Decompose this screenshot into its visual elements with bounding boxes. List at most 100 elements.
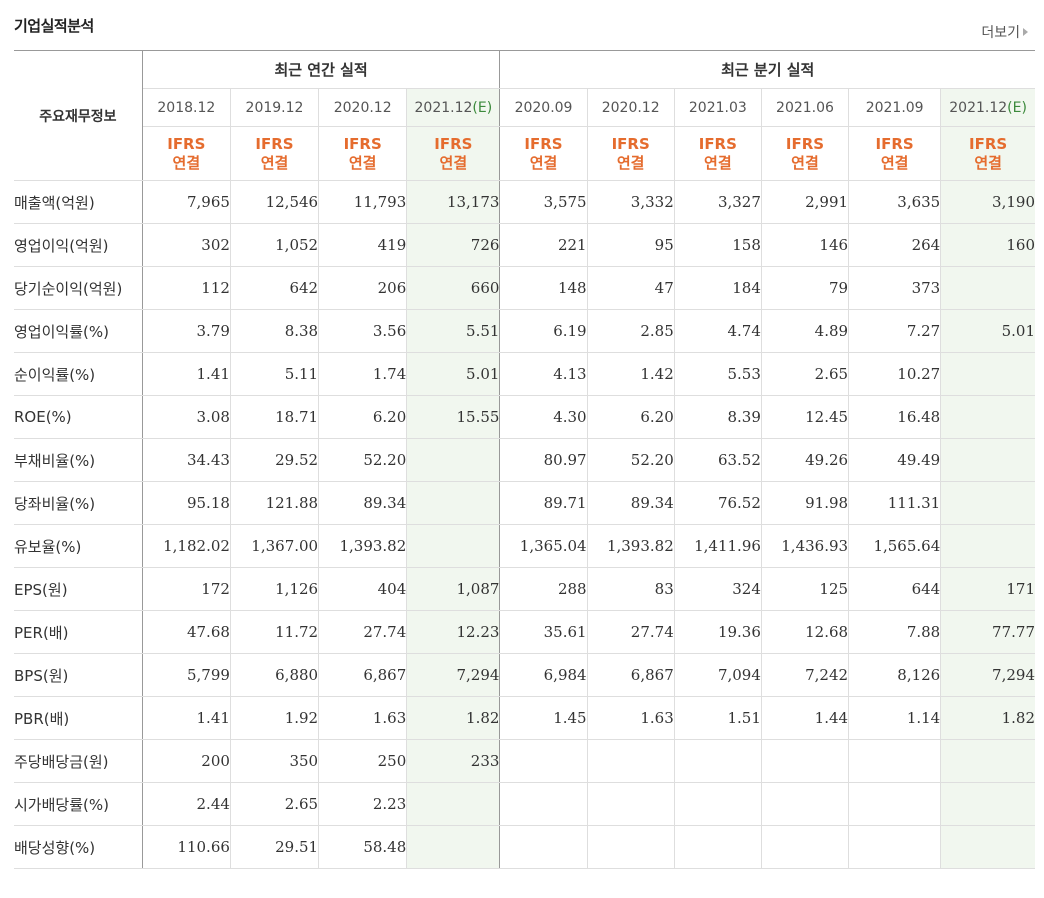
table-cell [586, 825, 675, 869]
table-cell: 1,411.96 [673, 524, 762, 568]
table-cell: 6,880 [229, 653, 319, 697]
table-cell [848, 739, 941, 783]
table-cell: 49.26 [760, 438, 849, 482]
table-row: EPS(원) 172 1,126 404 1,087 288 83 324 125 644 171 [14, 567, 1035, 611]
row-label: 부채비율(%) [14, 438, 143, 482]
table-cell: 2.44 [141, 782, 231, 826]
row-label: 시가배당률(%) [14, 782, 143, 826]
table-row: 영업이익률(%) 3.79 8.38 3.56 5.51 6.19 2.85 4.74 4.89… [14, 309, 1035, 353]
period-label: 2020.09 [514, 99, 573, 116]
table-cell: 4.13 [499, 352, 588, 396]
table-cell: 288 [499, 567, 588, 611]
table-cell: 79 [760, 266, 849, 310]
more-link[interactable]: 더보기 [981, 22, 1028, 42]
table-cell: 27.74 [318, 610, 407, 654]
ifrs-line2: 연결 [348, 153, 377, 172]
table-cell [499, 782, 588, 826]
table-cell: 112 [141, 266, 231, 310]
table-cell: 89.34 [586, 481, 675, 525]
ifrs-line1: IFRS [875, 134, 914, 153]
row-label: ROE(%) [14, 395, 143, 439]
row-label: 영업이익(억원) [14, 223, 143, 267]
ifrs-badge: IFRS 연결 [406, 126, 500, 181]
row-label: 당좌비율(%) [14, 481, 143, 525]
table-cell: 3.56 [318, 309, 407, 353]
table-cell: 324 [673, 567, 762, 611]
table-cell: 52.20 [586, 438, 675, 482]
table-cell: 13,173 [406, 180, 500, 224]
table-cell: 660 [406, 266, 500, 310]
table-cell: 221 [499, 223, 588, 267]
table-cell [848, 825, 941, 869]
table-cell: 29.52 [229, 438, 319, 482]
ifrs-badge: IFRS 연결 [760, 126, 849, 181]
estimate-marker: (E) [472, 99, 493, 116]
period-label: 2020.12 [601, 99, 660, 116]
table-cell: 146 [760, 223, 849, 267]
table-cell: 1.42 [586, 352, 675, 396]
table-cell [586, 739, 675, 783]
table-row: 주당배당금(원) 200 350 250 233 [14, 739, 1035, 783]
table-cell: 7.27 [848, 309, 941, 353]
table-row: ROE(%) 3.08 18.71 6.20 15.55 4.30 6.20 8.39 12.4… [14, 395, 1035, 439]
table-cell [760, 782, 849, 826]
period-header: 2021.06 [760, 88, 849, 127]
period-header: 2019.12 [229, 88, 319, 127]
table-cell: 8.38 [229, 309, 319, 353]
table-cell: 184 [673, 266, 762, 310]
table-cell: 47 [586, 266, 675, 310]
table-cell: 1.82 [940, 696, 1035, 740]
table-cell: 419 [318, 223, 407, 267]
table-cell: 3.08 [141, 395, 231, 439]
ifrs-line1: IFRS [969, 134, 1008, 153]
table-cell: 5.01 [406, 352, 500, 396]
table-cell: 373 [848, 266, 941, 310]
table-cell: 12.23 [406, 610, 500, 654]
table-cell: 200 [141, 739, 231, 783]
period-header: 2020.12 [586, 88, 675, 127]
period-header: 2021.12(E) [940, 88, 1035, 127]
ifrs-line2: 연결 [616, 153, 645, 172]
table-cell [940, 524, 1035, 568]
table-cell [673, 739, 762, 783]
table-cell: 6.20 [586, 395, 675, 439]
ifrs-line1: IFRS [785, 134, 825, 153]
table-cell: 5,799 [141, 653, 231, 697]
table-cell: 1.63 [586, 696, 675, 740]
ifrs-line2: 연결 [791, 153, 819, 172]
ifrs-badge: IFRS 연결 [229, 126, 319, 181]
row-label: EPS(원) [14, 567, 143, 611]
table-cell: 642 [229, 266, 319, 310]
table-cell [406, 524, 500, 568]
table-cell: 19.36 [673, 610, 762, 654]
table-cell: 77.77 [940, 610, 1035, 654]
period-header: 2021.09 [848, 88, 941, 127]
table-cell [406, 825, 500, 869]
ifrs-line2: 연결 [704, 153, 732, 172]
table-cell: 1.92 [229, 696, 319, 740]
table-cell: 1.63 [318, 696, 407, 740]
table-cell: 3.79 [141, 309, 231, 353]
ifrs-badge: IFRS 연결 [318, 126, 407, 181]
table-cell: 6,984 [499, 653, 588, 697]
table-cell: 12.45 [760, 395, 849, 439]
table-cell: 63.52 [673, 438, 762, 482]
table-cell [760, 825, 849, 869]
table-cell: 8.39 [673, 395, 762, 439]
table-cell [940, 481, 1035, 525]
table-row: PBR(배) 1.41 1.92 1.63 1.82 1.45 1.63 1.51 1.44 1.… [14, 696, 1035, 740]
estimate-marker: (E) [1007, 99, 1027, 116]
ifrs-line1: IFRS [698, 134, 737, 153]
table-row: 영업이익(억원) 302 1,052 419 726 221 95 158 146 264 160 [14, 223, 1035, 267]
table-cell: 80.97 [499, 438, 588, 482]
table-cell [760, 739, 849, 783]
row-label: 유보율(%) [14, 524, 143, 568]
period-label: 2018.12 [157, 99, 216, 116]
table-cell [673, 782, 762, 826]
table-cell: 1.44 [760, 696, 849, 740]
financial-table: 주요재무정보 최근 연간 실적 최근 분기 실적 2018.12 2019.12 2… [14, 50, 1035, 869]
table-cell: 91.98 [760, 481, 849, 525]
ifrs-line2: 연결 [260, 153, 289, 172]
ifrs-line1: IFRS [343, 134, 382, 153]
table-cell: 5.11 [229, 352, 319, 396]
